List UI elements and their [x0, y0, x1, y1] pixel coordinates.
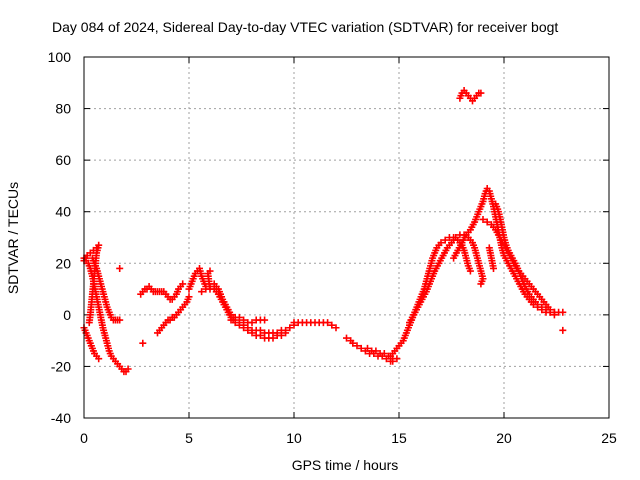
data-point [452, 234, 460, 241]
data-point [227, 316, 235, 324]
grid-lines [84, 57, 609, 418]
data-point [240, 316, 248, 324]
data-points [80, 87, 567, 376]
data-point [357, 344, 365, 352]
series-arc17 [406, 231, 487, 327]
data-point [179, 280, 187, 288]
series-arc18 [456, 87, 485, 105]
x-tick-label: 0 [80, 430, 88, 446]
data-point [244, 326, 252, 334]
data-point [198, 288, 206, 296]
data-point [441, 236, 449, 244]
series-arc6 [137, 280, 187, 303]
series-arc7 [154, 293, 193, 337]
x-tick-label: 10 [286, 430, 302, 446]
data-point [85, 319, 93, 327]
data-point [206, 267, 214, 275]
data-point [116, 264, 124, 272]
data-point [248, 319, 256, 327]
data-point [437, 239, 445, 247]
data-point [286, 324, 294, 332]
data-point [490, 264, 497, 272]
x-tick-label: 5 [185, 430, 193, 446]
data-point [534, 301, 542, 309]
x-tick-label: 20 [496, 430, 512, 446]
series-arc12 [290, 319, 340, 332]
y-tick-label: 100 [48, 49, 72, 65]
data-point [550, 308, 558, 316]
y-tick-label: 40 [55, 204, 71, 220]
y-tick-label: -40 [51, 410, 71, 426]
x-tick-label: 15 [391, 430, 407, 446]
x-axis-label: GPS time / hours [292, 457, 399, 473]
data-point [353, 342, 361, 350]
series-arc5 [116, 264, 147, 347]
y-axis-label: SDTVAR / TECUs [5, 182, 21, 294]
data-point [139, 339, 147, 347]
data-point [240, 324, 248, 332]
series-arc14 [349, 339, 397, 365]
data-point [261, 316, 269, 324]
data-point [282, 329, 290, 337]
data-point [277, 331, 285, 339]
data-point [256, 331, 264, 339]
y-tick-label: -20 [51, 358, 71, 374]
data-point [185, 293, 193, 301]
data-point [372, 347, 380, 355]
data-point [206, 282, 214, 290]
series-arc21 [492, 200, 558, 316]
y-tick-label: 80 [55, 101, 71, 117]
data-point [235, 313, 243, 321]
series-arc22 [485, 244, 567, 334]
series-arc4 [88, 254, 124, 324]
data-point [538, 303, 546, 311]
axis-tick-labels: 0 5 10 15 20 25 -40 -20 0 20 40 60 80 100 [48, 49, 617, 446]
data-point [328, 321, 336, 329]
y-tick-label: 0 [63, 307, 71, 323]
data-point [124, 365, 132, 373]
data-point [324, 319, 332, 327]
data-point [380, 350, 388, 358]
data-point [269, 334, 277, 342]
plot-frame [83, 56, 610, 419]
data-point [479, 215, 487, 223]
data-point [349, 339, 357, 347]
data-point [202, 285, 210, 293]
data-point [332, 324, 340, 332]
data-point [343, 334, 350, 342]
series-arc2 [80, 324, 103, 363]
data-point [483, 218, 491, 226]
data-point [95, 355, 103, 363]
data-point [477, 89, 485, 97]
chart-title: Day 084 of 2024, Sidereal Day-to-day VTE… [52, 19, 558, 35]
data-point [364, 344, 371, 352]
series-arc16 [387, 234, 474, 360]
data-point [116, 316, 124, 324]
data-point [559, 308, 567, 316]
axis-ticks [83, 56, 610, 419]
data-point [248, 329, 256, 337]
data-point [477, 280, 485, 288]
x-tick-label: 25 [601, 430, 617, 446]
data-point [393, 355, 401, 363]
data-point [542, 306, 550, 314]
y-tick-label: 20 [55, 255, 71, 271]
y-tick-label: 60 [55, 152, 71, 168]
data-point [559, 326, 567, 334]
data-point [235, 321, 243, 329]
series-arc11 [227, 313, 269, 327]
data-point [466, 267, 474, 275]
